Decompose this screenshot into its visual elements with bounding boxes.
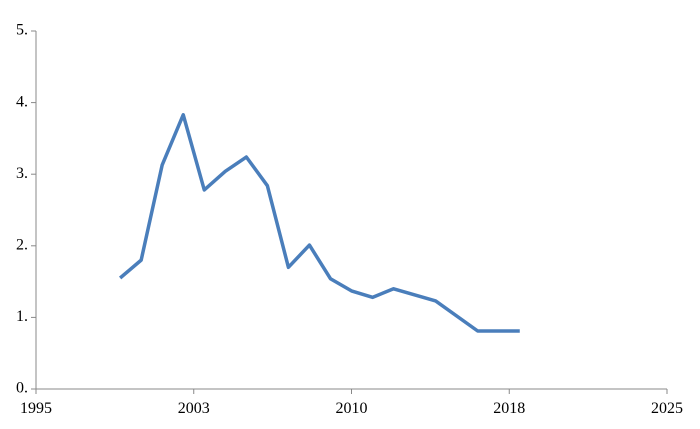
y-tick-label: 5. [16,22,28,39]
x-tick-label: 1995 [20,400,52,417]
y-tick-label: 1. [16,308,28,325]
x-tick-label: 2010 [336,400,368,417]
x-tick-label: 2025 [651,400,683,417]
y-tick-label: 3. [16,165,28,182]
y-tick-label: 2. [16,236,28,253]
x-tick-label: 2003 [178,400,210,417]
y-tick-label: 0. [16,380,28,397]
data-line [118,113,520,333]
y-tick-label: 4. [16,93,28,110]
x-tick-label: 2018 [493,400,525,417]
